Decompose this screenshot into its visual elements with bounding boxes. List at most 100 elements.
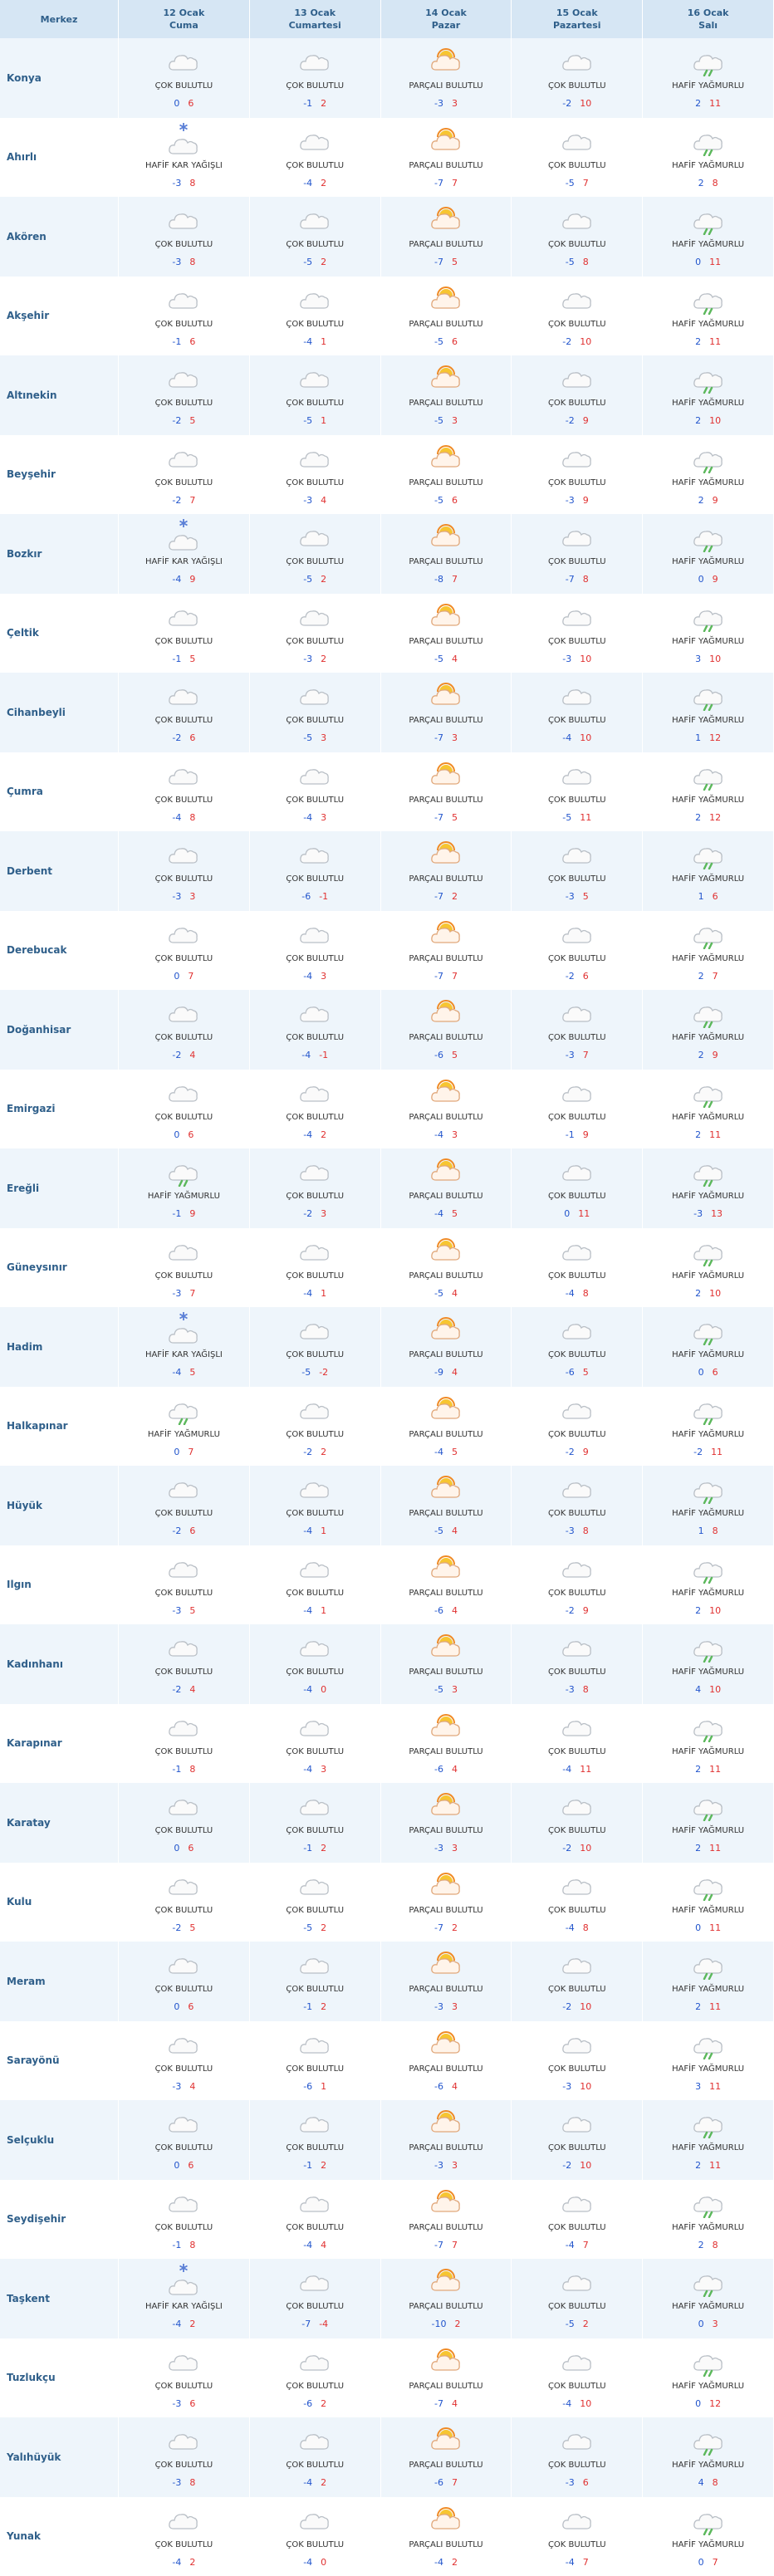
max-temp: 7 <box>451 970 458 982</box>
location-name: Konya <box>0 38 119 118</box>
forecast-cell: PARÇALI BULUTLU -7 5 <box>380 197 512 277</box>
temperatures: -4 5 <box>381 1208 512 1219</box>
max-temp: 11 <box>709 1843 722 1854</box>
temperatures: -4 8 <box>512 1288 642 1299</box>
forecast-cell: ÇOK BULUTLU -6 2 <box>250 2338 381 2417</box>
condition: ÇOK BULUTLU <box>286 2064 345 2074</box>
condition: HAFİF YAĞMURLU <box>672 240 745 249</box>
weather-icon <box>431 1317 460 1339</box>
weather-icon <box>169 927 198 943</box>
forecast-cell: ÇOK BULUTLU -4 2 <box>250 117 381 197</box>
min-temp: -3 <box>562 653 572 664</box>
condition: ÇOK BULUTLU <box>547 1985 606 1994</box>
forecast-cell: HAFİF YAĞMURLU 1 12 <box>643 673 774 752</box>
forecast-cell: ÇOK BULUTLU -2 9 <box>512 355 644 435</box>
min-temp: -2 <box>565 1446 575 1457</box>
max-temp: 7 <box>451 574 458 585</box>
temperatures: -5 3 <box>381 415 512 426</box>
condition: HAFİF YAĞMURLU <box>672 1826 745 1835</box>
max-temp: 10 <box>580 2001 592 2012</box>
weather-icon <box>169 122 198 154</box>
weather-icon <box>561 2434 591 2450</box>
forecast-cell: HAFİF YAĞMURLU 2 11 <box>643 1703 774 1783</box>
max-temp: 4 <box>451 1604 458 1616</box>
weather-icon <box>561 2354 591 2371</box>
condition: ÇOK BULUTLU <box>154 2461 213 2470</box>
condition: HAFİF YAĞMURLU <box>672 160 745 170</box>
max-temp: 1 <box>321 2080 327 2092</box>
weather-icon <box>693 2354 723 2377</box>
condition: ÇOK BULUTLU <box>286 1668 345 1677</box>
temperatures: -2 10 <box>512 2160 642 2171</box>
location-name: Emirgazi <box>0 1069 119 1148</box>
condition: ÇOK BULUTLU <box>286 1985 345 1994</box>
condition: PARÇALI BULUTLU <box>409 2461 483 2470</box>
temperatures: -7 7 <box>381 2240 512 2250</box>
weather-icon <box>561 2037 591 2054</box>
forecast-cell: ÇOK BULUTLU -2 7 <box>119 434 250 514</box>
weather-icon <box>431 683 460 705</box>
weather-icon <box>169 1482 198 1498</box>
day-date: 13 Ocak <box>294 7 336 18</box>
max-temp: 1 <box>321 1526 327 1536</box>
forecast-cell: HAFİF KAR YAĞIŞLI -4 9 <box>119 514 250 594</box>
min-temp: -3 <box>565 1684 575 1695</box>
weather-icon <box>169 1958 198 1974</box>
condition: PARÇALI BULUTLU <box>409 1192 483 1201</box>
min-temp: -4 <box>172 2556 182 2568</box>
weather-icon <box>300 1878 329 1895</box>
min-temp: -3 <box>434 98 443 109</box>
weather-icon <box>693 1641 723 1663</box>
weather-icon <box>300 689 329 705</box>
weather-icon <box>561 1561 591 1578</box>
weather-icon <box>431 2427 460 2450</box>
min-temp: -3 <box>565 1050 575 1060</box>
condition: PARÇALI BULUTLU <box>409 636 483 646</box>
min-temp: -6 <box>303 2397 313 2409</box>
condition: ÇOK BULUTLU <box>547 1588 606 1598</box>
min-temp: 0 <box>174 1446 180 1457</box>
weather-icon <box>300 768 329 785</box>
max-temp: 1 <box>321 1287 327 1299</box>
forecast-cell: PARÇALI BULUTLU -6 5 <box>380 990 512 1070</box>
condition: ÇOK BULUTLU <box>547 160 606 170</box>
max-temp: 4 <box>451 1526 458 1536</box>
forecast-cell: ÇOK BULUTLU -3 7 <box>119 1227 250 1307</box>
temperatures: -1 5 <box>119 654 249 664</box>
forecast-cell: ÇOK BULUTLU 0 7 <box>119 910 250 990</box>
condition: ÇOK BULUTLU <box>286 557 345 566</box>
weather-icon <box>693 2196 723 2218</box>
condition: HAFİF YAĞMURLU <box>672 1509 745 1518</box>
temperatures: 2 11 <box>643 1764 773 1775</box>
condition: ÇOK BULUTLU <box>286 1429 345 1439</box>
temperatures: -5 3 <box>250 732 380 743</box>
max-temp: 6 <box>582 970 589 982</box>
temperatures: -6 1 <box>250 2081 380 2092</box>
max-temp: 10 <box>580 98 592 109</box>
forecast-cell: ÇOK BULUTLU -1 9 <box>512 1069 644 1148</box>
location-name: Halkapınar <box>0 1386 119 1466</box>
location-label: Karatay <box>7 1816 51 1829</box>
condition: HAFİF YAĞMURLU <box>672 953 745 963</box>
weather-icon <box>561 292 591 309</box>
min-temp: 2 <box>695 98 702 109</box>
forecast-cell: ÇOK BULUTLU -2 10 <box>512 1942 644 2021</box>
min-temp: -3 <box>172 2477 182 2488</box>
temperatures: -2 5 <box>119 1922 249 1933</box>
temperatures: 2 11 <box>643 2001 773 2012</box>
location-name: Derebucak <box>0 910 119 990</box>
temperatures: -1 2 <box>250 1843 380 1854</box>
min-temp: -3 <box>172 2397 182 2409</box>
temperatures: -4 3 <box>250 812 380 823</box>
weather-icon <box>561 531 591 546</box>
min-temp: 0 <box>695 257 702 267</box>
condition: HAFİF YAĞMURLU <box>672 716 745 725</box>
condition: ÇOK BULUTLU <box>286 240 345 249</box>
max-temp: 7 <box>582 2556 589 2568</box>
max-temp: 3 <box>451 1684 458 1695</box>
weather-icon <box>169 2434 198 2450</box>
max-temp: 2 <box>189 2556 196 2568</box>
min-temp: -4 <box>434 1208 443 1219</box>
